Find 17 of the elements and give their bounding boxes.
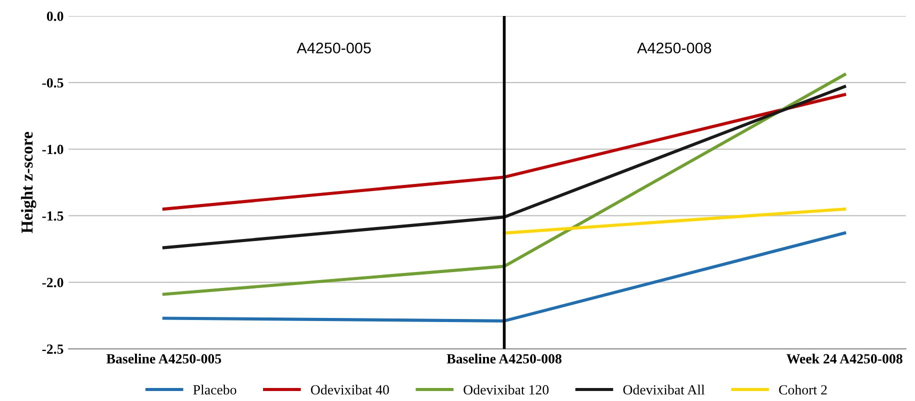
legend-label: Cohort 2 xyxy=(779,384,827,395)
y-tick-label: -2.0 xyxy=(42,278,64,288)
legend-label: Odevixibat 120 xyxy=(464,384,549,395)
x-tick-label: Week 24 A4250-008 xyxy=(786,354,902,364)
legend-label: Odevixibat 40 xyxy=(310,384,389,395)
y-tick-label: -1.0 xyxy=(42,144,64,154)
annotation: A4250-008 xyxy=(637,42,712,54)
y-tick-label: 0.0 xyxy=(46,12,64,22)
y-tick-label: -0.5 xyxy=(42,78,64,88)
y-tick-label: -1.5 xyxy=(42,211,64,221)
y-tick-label: -2.5 xyxy=(42,344,64,354)
annotation: A4250-005 xyxy=(296,42,371,54)
y-axis-title: Height z-score xyxy=(20,132,36,234)
legend-label: Odevixibat All xyxy=(623,384,705,395)
legend-label: Placebo xyxy=(193,384,236,395)
x-tick-label: Baseline A4250-005 xyxy=(106,354,222,364)
x-tick-label: Baseline A4250-008 xyxy=(446,354,562,364)
